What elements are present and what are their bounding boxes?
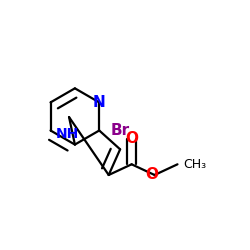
Text: NH: NH (56, 127, 80, 141)
Text: Br: Br (110, 123, 130, 138)
Text: O: O (146, 168, 158, 182)
Text: O: O (125, 132, 138, 146)
Text: CH₃: CH₃ (184, 158, 207, 171)
Text: N: N (93, 95, 106, 110)
